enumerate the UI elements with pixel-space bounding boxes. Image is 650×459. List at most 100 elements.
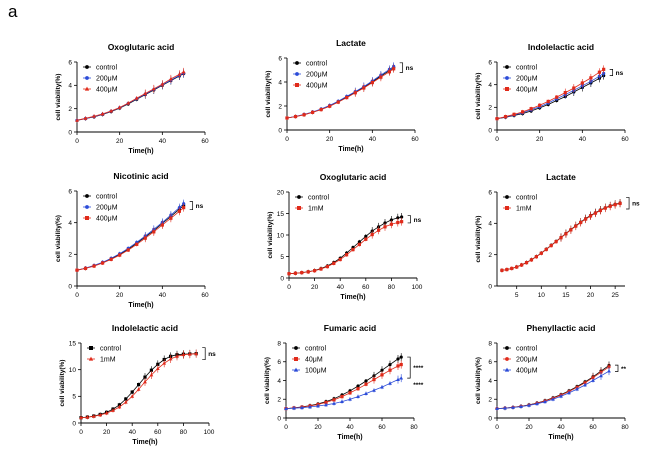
data-point (143, 379, 147, 384)
data-point (85, 415, 90, 419)
data-point (495, 117, 499, 121)
legend-label: control (96, 65, 117, 72)
data-point (529, 258, 534, 262)
legend-marker (505, 65, 509, 69)
y-tick-label: 15 (69, 340, 77, 347)
data-point (124, 397, 128, 401)
legend-marker (297, 195, 301, 199)
y-tick-label: 0 (488, 127, 492, 134)
y-axis-label: cell viability(%) (265, 71, 272, 118)
data-point (313, 269, 317, 273)
data-point (515, 265, 519, 269)
data-point (559, 236, 563, 240)
y-tick-label: 0 (72, 420, 76, 427)
y-tick-label: 4 (277, 378, 281, 385)
data-point (324, 400, 328, 405)
y-tick-label: 6 (277, 359, 281, 366)
data-point (126, 248, 130, 252)
data-point (118, 253, 122, 257)
data-point (311, 110, 315, 114)
data-point (100, 111, 105, 116)
data-point (332, 401, 336, 405)
x-axis-label: Time(h) (128, 148, 153, 155)
data-point (300, 405, 304, 410)
significance-bracket (202, 347, 206, 361)
data-point (370, 81, 374, 85)
data-point (336, 100, 340, 104)
x-tick-label: 40 (369, 136, 377, 143)
data-point (324, 402, 328, 407)
data-point (591, 378, 595, 382)
legend-label: control (305, 346, 326, 353)
data-point (546, 99, 550, 104)
chart-panel-2: Lactate 0 20 40 60 0 2 4 6 Time(h) cell viability(… (265, 38, 419, 153)
data-point (194, 351, 199, 356)
y-tick-label: 0 (488, 283, 492, 290)
data-point (500, 268, 504, 272)
significance-label: ns (406, 65, 414, 72)
y-tick-label: 0 (68, 283, 72, 290)
data-point (510, 266, 514, 271)
data-point (602, 67, 606, 71)
series-line-1 (76, 205, 184, 271)
data-point (111, 408, 115, 412)
x-tick-label: 40 (337, 284, 345, 291)
x-tick-label: 40 (346, 424, 354, 431)
data-point (583, 381, 587, 385)
series-line-3 (286, 68, 394, 119)
legend-label: control (100, 346, 121, 353)
y-tick-label: 2 (488, 105, 492, 112)
data-point (495, 406, 499, 411)
data-point (168, 357, 173, 361)
data-point (101, 261, 105, 265)
significance-label-2: **** (413, 382, 424, 389)
legend-label: 400μM (96, 87, 118, 94)
legend-marker (88, 356, 94, 361)
y-axis-label: cell viability(%) (475, 357, 482, 404)
significance-bracket (407, 215, 411, 224)
data-point (380, 373, 384, 377)
data-point (588, 214, 593, 218)
data-point (91, 414, 96, 418)
y-tick-label: 0 (68, 129, 72, 136)
x-tick-label: 100 (412, 284, 423, 291)
data-point (364, 382, 368, 386)
data-point (293, 114, 298, 119)
y-tick-label: 6 (278, 55, 282, 62)
legend-marker (85, 216, 89, 220)
significance-label: **** (413, 365, 424, 372)
legend-marker (505, 346, 509, 350)
y-tick-label: 2 (488, 252, 492, 259)
data-point (130, 394, 135, 398)
y-tick-label: 6 (68, 188, 72, 195)
data-point (549, 243, 553, 248)
data-point (534, 255, 538, 259)
y-tick-label: 4 (488, 82, 492, 89)
data-point (543, 399, 547, 404)
series-line-1 (496, 365, 610, 409)
data-point (563, 91, 567, 95)
legend-label: 200μM (96, 76, 118, 83)
data-point (351, 248, 355, 252)
chart-panel-5: Oxoglutaric acid 0 20 40 60 80 100 0 5 10 15 20 Time… (267, 172, 423, 301)
legend-label: 400μM (516, 87, 538, 94)
data-point (519, 404, 523, 408)
legend-label: 40μM (305, 357, 323, 364)
significance-bracket (626, 197, 630, 210)
data-point (162, 361, 167, 365)
chart-title: Phenyllactic acid (527, 323, 596, 333)
data-point (372, 377, 376, 382)
data-point (177, 72, 182, 76)
significance-label: ** (621, 366, 627, 373)
data-point (285, 116, 289, 120)
data-point (332, 261, 336, 265)
data-point (109, 109, 114, 113)
series-line-1 (496, 75, 604, 120)
x-tick-label: 60 (201, 138, 209, 145)
y-tick-label: 5 (72, 394, 76, 401)
legend-label: 400μM (96, 216, 118, 223)
data-point (544, 247, 548, 252)
significance-bracket (189, 201, 194, 211)
data-point (505, 267, 509, 272)
x-tick-label: 0 (75, 292, 79, 299)
